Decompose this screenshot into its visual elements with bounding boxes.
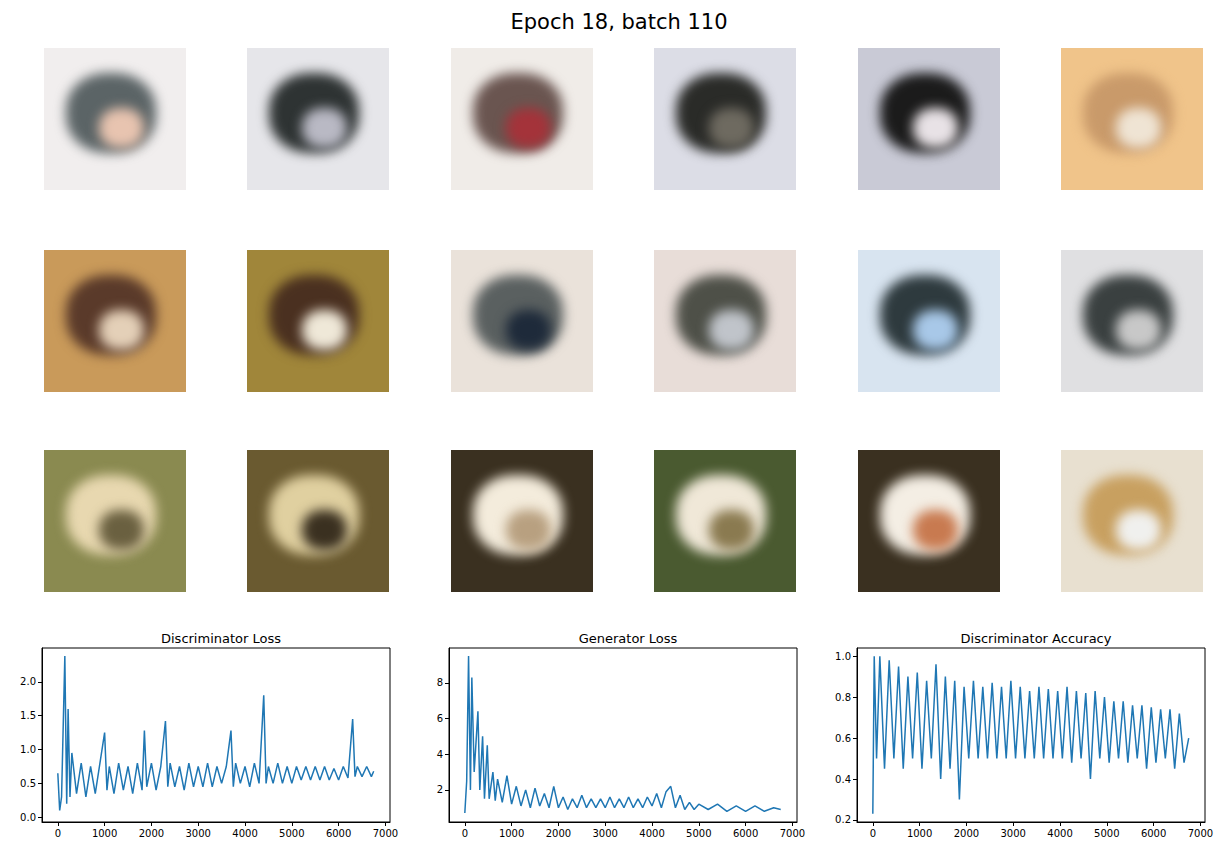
- svg-text:0.6: 0.6: [835, 733, 851, 744]
- svg-text:2000: 2000: [546, 828, 571, 839]
- svg-text:1.0: 1.0: [20, 744, 36, 755]
- svg-text:Discriminator Loss: Discriminator Loss: [161, 631, 281, 646]
- svg-text:0: 0: [462, 828, 468, 839]
- svg-text:5000: 5000: [686, 828, 711, 839]
- svg-text:2: 2: [437, 784, 443, 795]
- svg-text:7000: 7000: [373, 828, 398, 839]
- svg-text:0.0: 0.0: [20, 812, 36, 823]
- svg-text:6000: 6000: [733, 828, 758, 839]
- svg-text:6: 6: [437, 713, 443, 724]
- svg-text:1.0: 1.0: [835, 651, 851, 662]
- svg-text:1000: 1000: [907, 828, 932, 839]
- svg-text:0.8: 0.8: [835, 692, 851, 703]
- svg-text:Epoch 18, batch 110: Epoch 18, batch 110: [510, 10, 727, 34]
- svg-text:0.2: 0.2: [835, 814, 851, 825]
- svg-text:3000: 3000: [185, 828, 210, 839]
- svg-text:5000: 5000: [279, 828, 304, 839]
- svg-text:7000: 7000: [780, 828, 805, 839]
- svg-text:0.5: 0.5: [20, 778, 36, 789]
- svg-text:6000: 6000: [1141, 828, 1166, 839]
- svg-text:0: 0: [870, 828, 876, 839]
- svg-text:3000: 3000: [1000, 828, 1025, 839]
- svg-text:4000: 4000: [1047, 828, 1072, 839]
- svg-text:1.5: 1.5: [20, 710, 36, 721]
- svg-text:3000: 3000: [592, 828, 617, 839]
- svg-text:1000: 1000: [92, 828, 117, 839]
- svg-text:2.0: 2.0: [20, 676, 36, 687]
- svg-text:0: 0: [55, 828, 61, 839]
- svg-text:2000: 2000: [954, 828, 979, 839]
- svg-text:5000: 5000: [1094, 828, 1119, 839]
- svg-text:4: 4: [437, 749, 443, 760]
- svg-text:4000: 4000: [639, 828, 664, 839]
- svg-text:2000: 2000: [139, 828, 164, 839]
- svg-text:7000: 7000: [1188, 828, 1213, 839]
- svg-text:1000: 1000: [499, 828, 524, 839]
- svg-text:0.4: 0.4: [835, 774, 851, 785]
- svg-text:Discriminator Accuracy: Discriminator Accuracy: [961, 631, 1112, 646]
- svg-text:8: 8: [437, 677, 443, 688]
- svg-text:6000: 6000: [326, 828, 351, 839]
- svg-text:Generator Loss: Generator Loss: [579, 631, 678, 646]
- svg-text:4000: 4000: [232, 828, 257, 839]
